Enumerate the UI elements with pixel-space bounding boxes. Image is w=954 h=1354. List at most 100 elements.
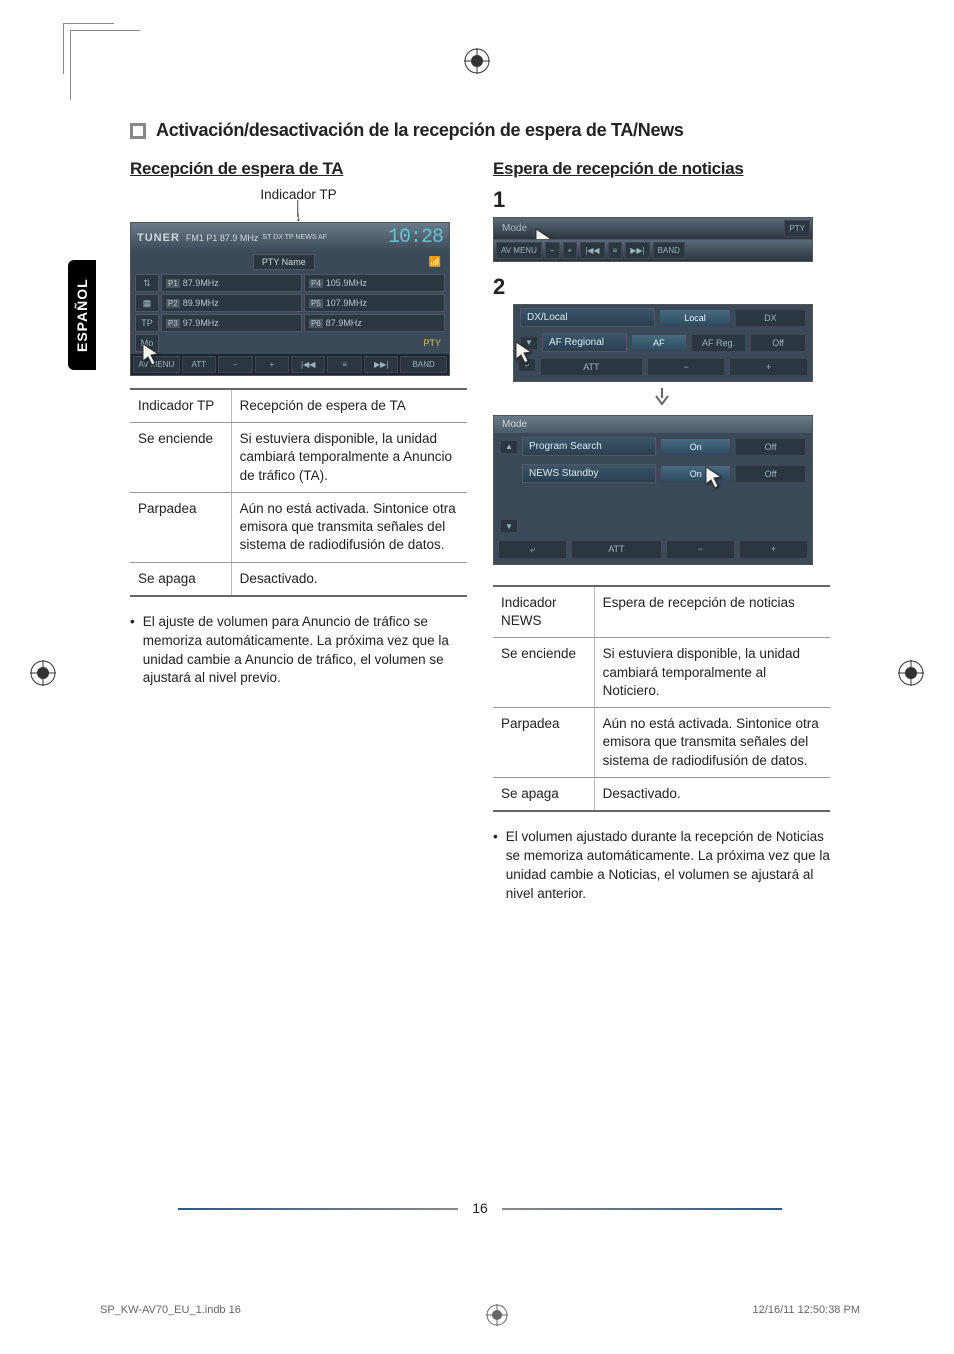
off-option[interactable]: Off (735, 465, 806, 483)
cell: Se apaga (130, 562, 231, 596)
cell: Si estuviera disponible, la unidad cambi… (231, 423, 467, 493)
prev-button[interactable]: |◀◀ (580, 242, 604, 259)
vol-up-button[interactable]: + (739, 540, 808, 559)
up-arrow-icon[interactable]: ▲ (500, 440, 518, 454)
vol-down-button[interactable]: − (545, 242, 560, 259)
cell: Desactivado. (231, 562, 467, 596)
preset-1[interactable]: P187.9MHz (161, 274, 302, 292)
th-desc: Recepción de espera de TA (231, 389, 467, 423)
list-button[interactable]: ≡ (327, 356, 361, 373)
local-option[interactable]: Local (659, 309, 730, 327)
dx-local-label: DX/Local (520, 308, 655, 327)
footer: SP_KW-AV70_EU_1.indb 16 12/16/11 12:50:3… (100, 1304, 860, 1326)
on-option[interactable]: On (660, 438, 731, 456)
section-title: Activación/desactivación de la recepción… (156, 120, 684, 141)
tuner-screen: TUNER FM1 P1 87.9 MHz ST DX TP NEWS AF 1… (130, 222, 450, 376)
tuner-label: TUNER (137, 232, 180, 244)
panel2-arrow-row: ▼ (494, 515, 812, 537)
vol-up-button[interactable]: + (563, 242, 578, 259)
att-button[interactable]: ATT (571, 540, 661, 559)
bullet-icon: • (130, 613, 135, 689)
preset-3[interactable]: P397.9MHz (161, 314, 302, 332)
off-option[interactable]: Off (735, 438, 806, 456)
crop-mark-icon (70, 30, 140, 100)
flags: ST DX TP NEWS AF (262, 234, 327, 241)
preset-6[interactable]: P687.9MHz (304, 314, 445, 332)
left-note: • El ajuste de volumen para Anuncio de t… (130, 613, 467, 689)
language-tab: ESPAÑOL (68, 260, 96, 370)
mode-header: Mode (494, 416, 812, 433)
section-header: Activación/desactivación de la recepción… (130, 120, 830, 141)
att-button[interactable]: ATT (540, 358, 643, 376)
step-2-number: 2 (493, 274, 830, 300)
af-regional-label: AF Regional (542, 333, 627, 352)
registration-mark-icon (898, 660, 924, 686)
pty-indicator[interactable]: PTY (304, 334, 445, 352)
left-table: Indicador TPRecepción de espera de TA Se… (130, 388, 467, 597)
flow-arrow-icon (493, 386, 830, 411)
mode-button[interactable]: Mode (496, 221, 533, 236)
registration-mark-icon (30, 660, 56, 686)
step-1-number: 1 (493, 187, 830, 213)
cursor-icon (510, 339, 538, 367)
side-btn-tp[interactable]: TP (135, 314, 159, 332)
program-search-label: Program Search (522, 437, 656, 456)
right-column: Espera de recepción de noticias 1 Mode P… (493, 159, 830, 904)
band-button[interactable]: BAND (653, 242, 685, 259)
vol-down-button[interactable]: − (666, 540, 735, 559)
af-option[interactable]: AF (631, 334, 687, 352)
cell: Si estuviera disponible, la unidad cambi… (594, 638, 830, 708)
side-btn-a[interactable]: ⇅ (135, 274, 159, 292)
cell: Aún no está activada. Sintonice otra emi… (231, 492, 467, 562)
row-dxlocal: DX/Local Local DX (514, 305, 812, 330)
note-text: El ajuste de volumen para Anuncio de trá… (143, 613, 467, 689)
cell: Aún no está activada. Sintonice otra emi… (594, 708, 830, 778)
preset-2[interactable]: P289.9MHz (161, 294, 302, 312)
next-button[interactable]: ▶▶| (625, 242, 649, 259)
row-program-search: ▲ Program Search On Off (494, 433, 812, 460)
bottom-bar: AV MENU ATT − + |◀◀ ≡ ▶▶| BAND (131, 354, 449, 375)
bullet-icon: • (493, 828, 498, 904)
back-button[interactable]: ⤶ (498, 540, 567, 559)
vol-up-button[interactable]: + (255, 356, 289, 373)
left-heading: Recepción de espera de TA (130, 159, 467, 179)
cell: Desactivado. (594, 777, 830, 811)
th-indicator: Indicador NEWS (493, 586, 594, 638)
vol-down-button[interactable]: − (218, 356, 252, 373)
pty-button[interactable]: PTY (784, 220, 810, 237)
page-number: 16 (472, 1200, 488, 1216)
preset-4[interactable]: P4105.9MHz (304, 274, 445, 292)
step2-panel-1: DX/Local Local DX ▼ AF Regional AF AF Re… (513, 304, 813, 382)
right-table: Indicador NEWSEspera de recepción de not… (493, 585, 830, 812)
th-indicator: Indicador TP (130, 389, 231, 423)
note-text: El volumen ajustado durante la recepción… (506, 828, 830, 904)
band-button[interactable]: BAND (400, 356, 447, 373)
step1-bar-bottom: AV MENU − + |◀◀ ≡ ▶▶| BAND (493, 239, 813, 262)
preset-5[interactable]: P5107.9MHz (304, 294, 445, 312)
dx-option[interactable]: DX (735, 309, 806, 327)
th-desc: Espera de recepción de noticias (594, 586, 830, 638)
vol-up-button[interactable]: + (729, 358, 808, 376)
off-option[interactable]: Off (750, 334, 806, 352)
pty-name-button[interactable]: PTY Name (253, 254, 315, 270)
section-bullet-icon (130, 123, 146, 139)
down-arrow-icon[interactable]: ▼ (500, 519, 518, 533)
att-button[interactable]: ATT (182, 356, 216, 373)
registration-mark-icon (464, 48, 490, 74)
cell: Parpadea (493, 708, 594, 778)
next-button[interactable]: ▶▶| (364, 356, 398, 373)
screen-header: TUNER FM1 P1 87.9 MHz ST DX TP NEWS AF 1… (131, 223, 449, 252)
cell: Se apaga (493, 777, 594, 811)
av-menu-button[interactable]: AV MENU (496, 242, 542, 259)
side-btn-b[interactable]: ▦ (135, 294, 159, 312)
list-button[interactable]: ≡ (608, 242, 623, 259)
prev-button[interactable]: |◀◀ (291, 356, 325, 373)
step1-bar: Mode PTY (493, 217, 813, 240)
row-afregional: ▼ AF Regional AF AF Reg. Off (514, 330, 812, 355)
news-standby-label: NEWS Standby (522, 464, 656, 483)
afreg-option[interactable]: AF Reg. (691, 334, 747, 352)
left-column: Recepción de espera de TA Indicador TP │… (130, 159, 467, 904)
vol-down-button[interactable]: − (647, 358, 726, 376)
cell: Parpadea (130, 492, 231, 562)
antenna-icon: 📶 (429, 257, 441, 268)
